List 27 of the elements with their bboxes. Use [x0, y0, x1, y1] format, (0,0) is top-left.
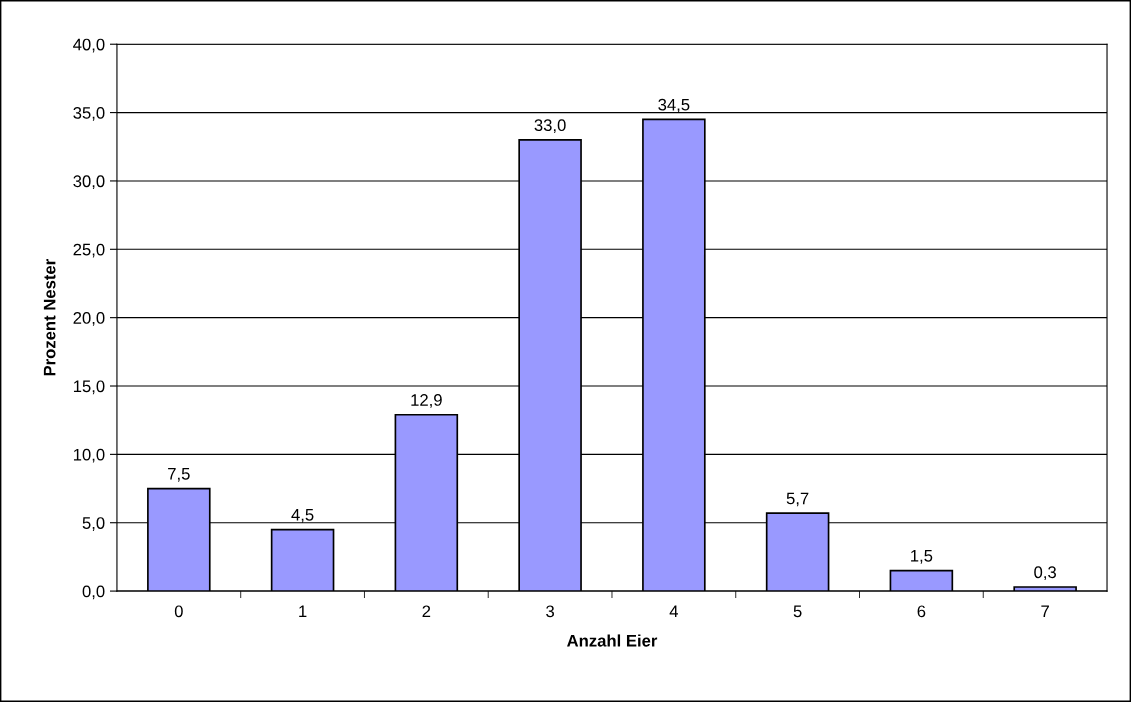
data-label: 34,5 — [658, 98, 690, 113]
data-label: 4,5 — [291, 509, 314, 523]
x-tick-label: 3 — [546, 605, 555, 618]
x-tick-label: 2 — [422, 605, 431, 618]
x-tick-label: 5 — [793, 605, 802, 618]
x-tick-label: 1 — [299, 605, 307, 618]
y-axis-title: Prozent Nester — [43, 259, 56, 376]
data-label: 0,3 — [1034, 566, 1056, 581]
data-label: 33,0 — [534, 119, 566, 134]
x-tick-label: 7 — [1041, 605, 1049, 618]
y-tick-label: 25,0 — [73, 243, 105, 258]
x-tick-label: 6 — [917, 605, 926, 618]
y-tick-label: 5,0 — [82, 517, 105, 531]
y-tick-label: 15,0 — [73, 380, 105, 395]
y-tick-label: 35,0 — [73, 106, 105, 121]
x-axis-title: Anzahl Eier — [567, 634, 658, 647]
y-tick-label: 10,0 — [73, 448, 105, 463]
x-tick-label: 0 — [174, 605, 183, 618]
data-label: 5,7 — [786, 492, 809, 507]
data-label: 7,5 — [168, 468, 190, 482]
data-label: 12,9 — [411, 394, 442, 408]
data-label: 1,5 — [911, 550, 933, 564]
y-tick-label: 0,0 — [82, 585, 105, 600]
y-tick-label: 30,0 — [73, 175, 105, 190]
y-tick-label: 20,0 — [73, 312, 105, 326]
y-tick-label: 40,0 — [73, 38, 105, 53]
x-tick-label: 4 — [669, 605, 679, 618]
